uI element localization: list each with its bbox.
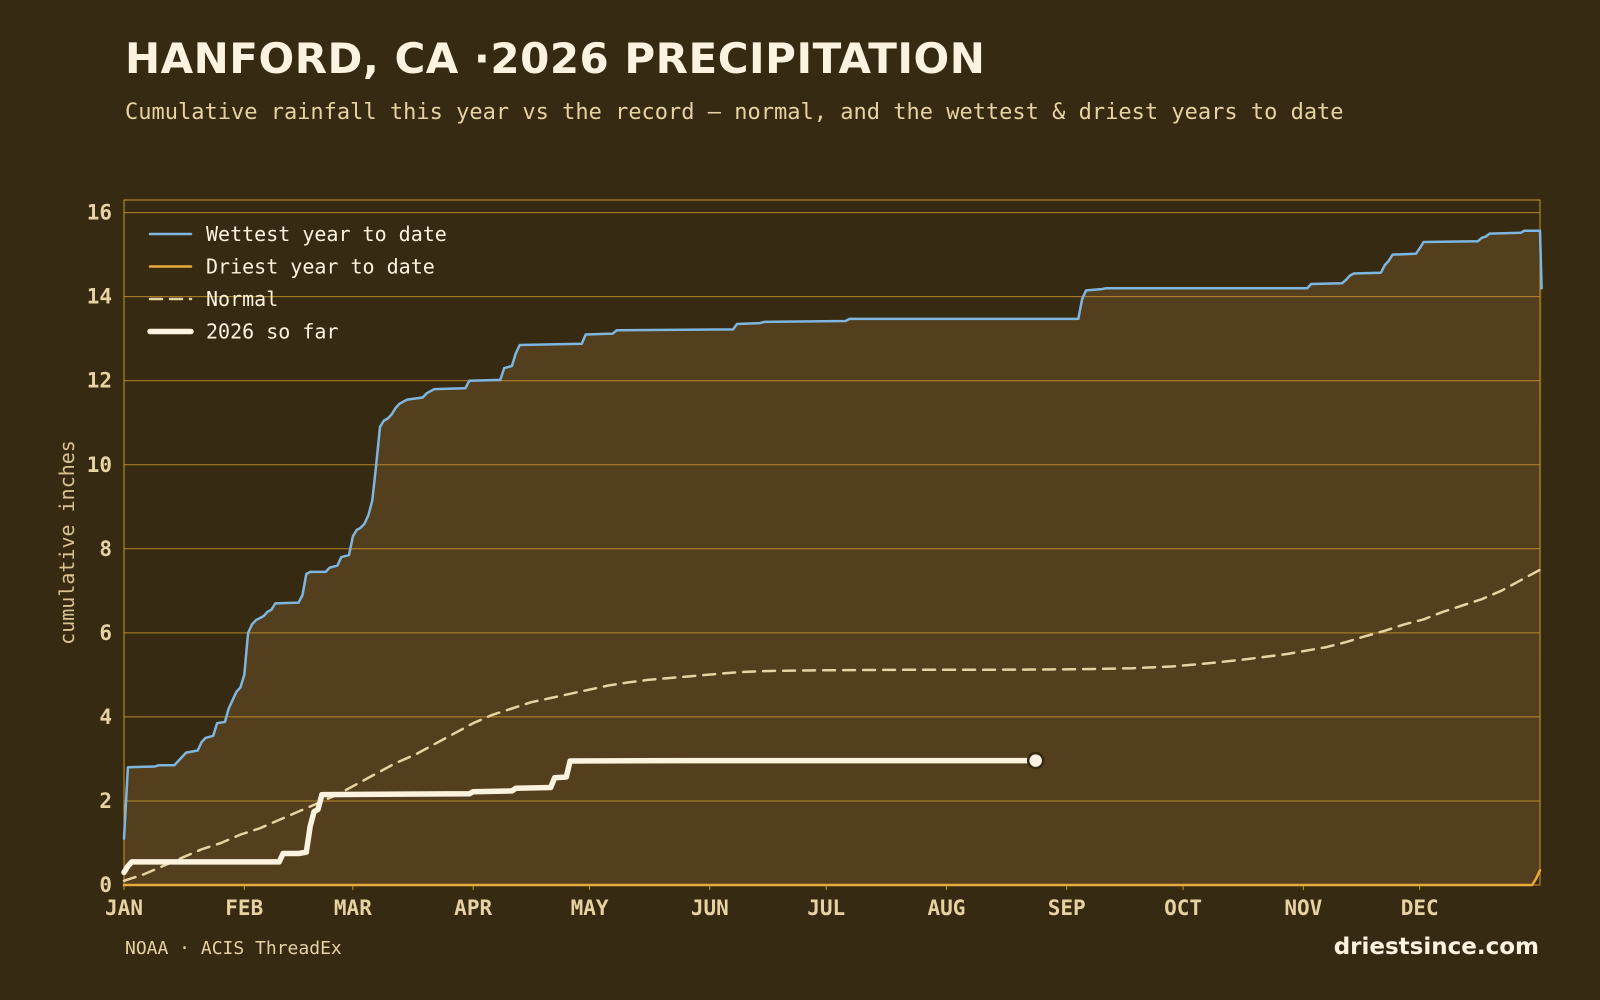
y-tick-label: 2: [99, 789, 112, 813]
x-tick-label: SEP: [1048, 896, 1086, 920]
legend-label: Wettest year to date: [206, 222, 447, 246]
data-source: NOAA · ACIS ThreadEx: [125, 938, 342, 959]
legend-label: Driest year to date: [206, 255, 435, 279]
chart-title: HANFORD, CA ·2026 PRECIPITATION: [125, 34, 986, 83]
x-axis-ticks: JAN FEB MAR APR MAY JUN JUL AUG SEP OCT NOV DEC: [105, 885, 1439, 920]
x-tick-label: JUL: [807, 896, 845, 920]
x-tick-label: MAY: [571, 896, 609, 920]
x-tick-label: FEB: [225, 896, 263, 920]
legend-label: Normal: [206, 287, 278, 311]
y-tick-label: 8: [99, 537, 112, 561]
y-tick-label: 12: [87, 369, 112, 393]
legend: Wettest year to date Driest year to date N…: [147, 222, 447, 344]
y-tick-label: 14: [87, 285, 112, 309]
series-lines: [121, 229, 1543, 887]
y-tick-label: 6: [99, 621, 112, 645]
x-tick-label: APR: [454, 896, 492, 920]
y-tick-label: 16: [87, 201, 112, 225]
x-tick-label: OCT: [1164, 896, 1202, 920]
y-tick-label: 4: [99, 705, 112, 729]
current-year-line: [121, 757, 1039, 876]
x-tick-label: MAR: [334, 896, 372, 920]
current-day-marker: [1026, 751, 1045, 770]
y-tick-label: 0: [99, 873, 112, 897]
driest-line: [122, 869, 1542, 887]
y-axis-title: cumulative inches: [55, 440, 79, 645]
site-brand: driestsince.com: [1333, 934, 1539, 960]
y-axis-ticks: 0 2 4 6 8 10 12 14 16: [87, 201, 112, 897]
x-tick-label: AUG: [927, 896, 965, 920]
x-tick-label: JAN: [105, 896, 143, 920]
x-tick-label: DEC: [1401, 896, 1439, 920]
y-tick-label: 10: [87, 453, 112, 477]
wettest-line: [122, 229, 1543, 841]
chart-subtitle: Cumulative rainfall this year vs the rec…: [125, 100, 1344, 125]
legend-label: 2026 so far: [206, 320, 338, 344]
x-tick-label: NOV: [1284, 896, 1322, 920]
x-tick-label: JUN: [691, 896, 729, 920]
